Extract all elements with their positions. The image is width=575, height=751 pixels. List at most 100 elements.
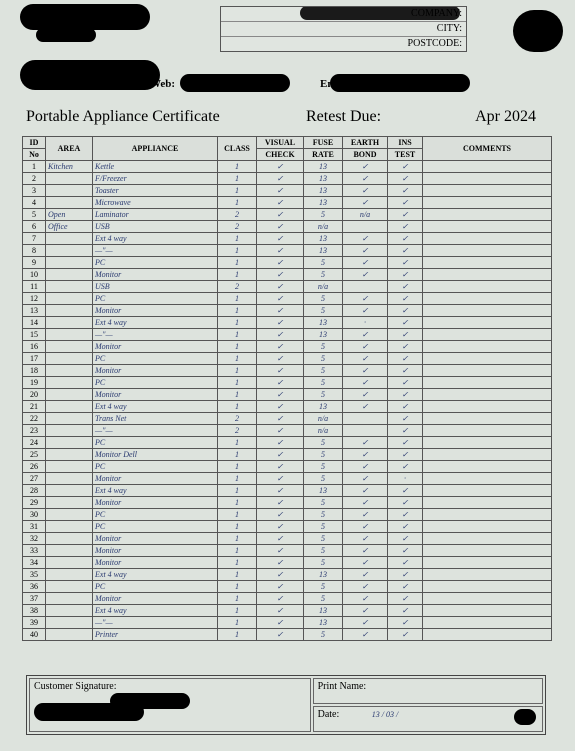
table-row: 5OpenLaminator2✓5n/a✓ [23,209,552,221]
cell-appliance: Monitor [93,473,218,485]
cell-visual: ✓ [257,281,304,293]
cell-visual: ✓ [257,305,304,317]
cell-class: 2 [218,413,257,425]
cell-earth: ✓ [343,293,388,305]
cell-comments [423,473,552,485]
cell-fuse: 13 [304,617,343,629]
cell-comments [423,365,552,377]
cell-fuse: 13 [304,329,343,341]
cell-appliance: Monitor [93,497,218,509]
cell-appliance: Monitor [93,593,218,605]
cell-visual: ✓ [257,317,304,329]
cell-appliance: —"— [93,425,218,437]
cell-earth: ✓ [343,269,388,281]
cell-id: 28 [23,485,46,497]
cell-appliance: USB [93,221,218,233]
cell-visual: ✓ [257,341,304,353]
cell-id: 33 [23,545,46,557]
redaction [20,4,150,30]
cell-ins: ✓ [388,461,423,473]
cell-earth: ✓ [343,161,388,173]
cell-class: 1 [218,317,257,329]
cell-appliance: Monitor Dell [93,449,218,461]
cell-class: 1 [218,329,257,341]
cell-visual: ✓ [257,377,304,389]
cell-appliance: Monitor [93,389,218,401]
cell-fuse: 5 [304,509,343,521]
cell-id: 21 [23,401,46,413]
cell-comments [423,233,552,245]
cell-area [46,365,93,377]
cell-id: 6 [23,221,46,233]
signature-label: Customer Signature: [34,681,117,692]
cell-ins: ✓ [388,233,423,245]
cell-class: 1 [218,233,257,245]
cell-appliance: PC [93,521,218,533]
cell-class: 1 [218,509,257,521]
cell-earth [343,281,388,293]
cell-fuse: 5 [304,629,343,641]
cell-fuse: 5 [304,269,343,281]
cell-visual: ✓ [257,173,304,185]
cell-earth [343,221,388,233]
cell-earth: ✓ [343,461,388,473]
cell-visual: ✓ [257,545,304,557]
cell-class: 2 [218,221,257,233]
cell-class: 1 [218,293,257,305]
cell-ins: ✓ [388,557,423,569]
cell-visual: ✓ [257,269,304,281]
cell-comments [423,437,552,449]
cell-ins: ✓ [388,245,423,257]
cell-fuse: 5 [304,557,343,569]
cell-class: 2 [218,425,257,437]
cell-comments [423,329,552,341]
cell-fuse: 13 [304,185,343,197]
cell-id: 23 [23,425,46,437]
cell-area [46,281,93,293]
cell-visual: ✓ [257,437,304,449]
cell-ins: ✓ [388,341,423,353]
table-row: 1KitchenKettle1✓13✓✓ [23,161,552,173]
date-value: 13 / 03 / [372,710,398,719]
cell-ins: ✓ [388,485,423,497]
cell-id: 38 [23,605,46,617]
email-label: Email: [320,78,352,90]
cell-ins: ✓ [388,413,423,425]
table-row: 10Monitor1✓5✓✓ [23,269,552,281]
table-row: 30PC1✓5✓✓ [23,509,552,521]
cell-visual: ✓ [257,425,304,437]
cell-visual: ✓ [257,257,304,269]
table-row: 29Monitor1✓5✓✓ [23,497,552,509]
cell-area [46,317,93,329]
cell-fuse: 5 [304,461,343,473]
cell-comments [423,449,552,461]
cell-id: 35 [23,569,46,581]
cell-id: 14 [23,317,46,329]
cell-comments [423,269,552,281]
cell-appliance: Monitor [93,341,218,353]
col-earth: EARTH [343,137,388,149]
cell-area [46,485,93,497]
cell-id: 22 [23,413,46,425]
cell-earth: · [343,317,388,329]
table-row: 11USB2✓n/a✓ [23,281,552,293]
cell-ins: ✓ [388,317,423,329]
cell-visual: ✓ [257,533,304,545]
cell-comments [423,581,552,593]
header-box: COMPANY: CITY: POSTCODE: [220,6,467,52]
cell-comments [423,377,552,389]
cell-fuse: 5 [304,437,343,449]
col-id: ID [23,137,46,149]
cell-visual: ✓ [257,233,304,245]
cell-class: 2 [218,281,257,293]
cell-ins: ✓ [388,269,423,281]
cell-id: 36 [23,581,46,593]
cell-class: 2 [218,209,257,221]
cell-ins: ✓ [388,593,423,605]
redaction [180,74,290,92]
cell-id: 40 [23,629,46,641]
cell-area [46,269,93,281]
table-row: 22Trans Net2✓n/a✓ [23,413,552,425]
redaction [513,10,563,52]
table-row: 7Ext 4 way1✓13✓✓ [23,233,552,245]
